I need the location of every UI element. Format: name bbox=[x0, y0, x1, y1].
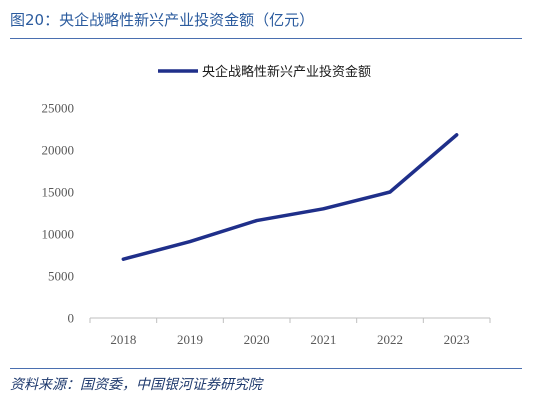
data-point bbox=[455, 133, 459, 137]
data-point bbox=[188, 240, 192, 244]
x-tick-label: 2022 bbox=[377, 332, 403, 347]
x-tick-label: 2023 bbox=[444, 332, 470, 347]
x-tick-label: 2019 bbox=[177, 332, 203, 347]
legend-label: 央企战略性新兴产业投资金额 bbox=[202, 64, 371, 80]
legend: 央企战略性新兴产业投资金额 bbox=[158, 64, 371, 80]
y-tick-label: 0 bbox=[68, 311, 75, 326]
series-line bbox=[121, 133, 459, 261]
x-tick-label: 2020 bbox=[244, 332, 270, 347]
x-tick-label: 2021 bbox=[310, 332, 336, 347]
data-point bbox=[321, 207, 325, 211]
plot-area bbox=[121, 133, 459, 261]
data-point bbox=[388, 190, 392, 194]
source-divider bbox=[10, 368, 522, 369]
axes: 0 5000 10000 15000 20000 25000 2018 2019 2020 202… bbox=[42, 101, 491, 347]
data-point bbox=[255, 219, 259, 223]
y-tick-label: 25000 bbox=[42, 101, 75, 116]
y-tick-label: 15000 bbox=[42, 185, 75, 200]
y-tick-label: 10000 bbox=[42, 227, 75, 242]
data-point bbox=[121, 257, 125, 261]
x-tick-label: 2018 bbox=[110, 332, 136, 347]
y-tick-label: 5000 bbox=[48, 269, 74, 284]
title-divider bbox=[10, 38, 522, 39]
y-tick-label: 20000 bbox=[42, 143, 75, 158]
figure-title: 图20：央企战略性新兴产业投资金额（亿元） bbox=[10, 11, 315, 29]
source-note: 资料来源：国资委，中国银河证券研究院 bbox=[10, 377, 262, 393]
line-chart: 央企战略性新兴产业投资金额 0 5000 10000 15000 20000 25000 2… bbox=[42, 64, 491, 347]
